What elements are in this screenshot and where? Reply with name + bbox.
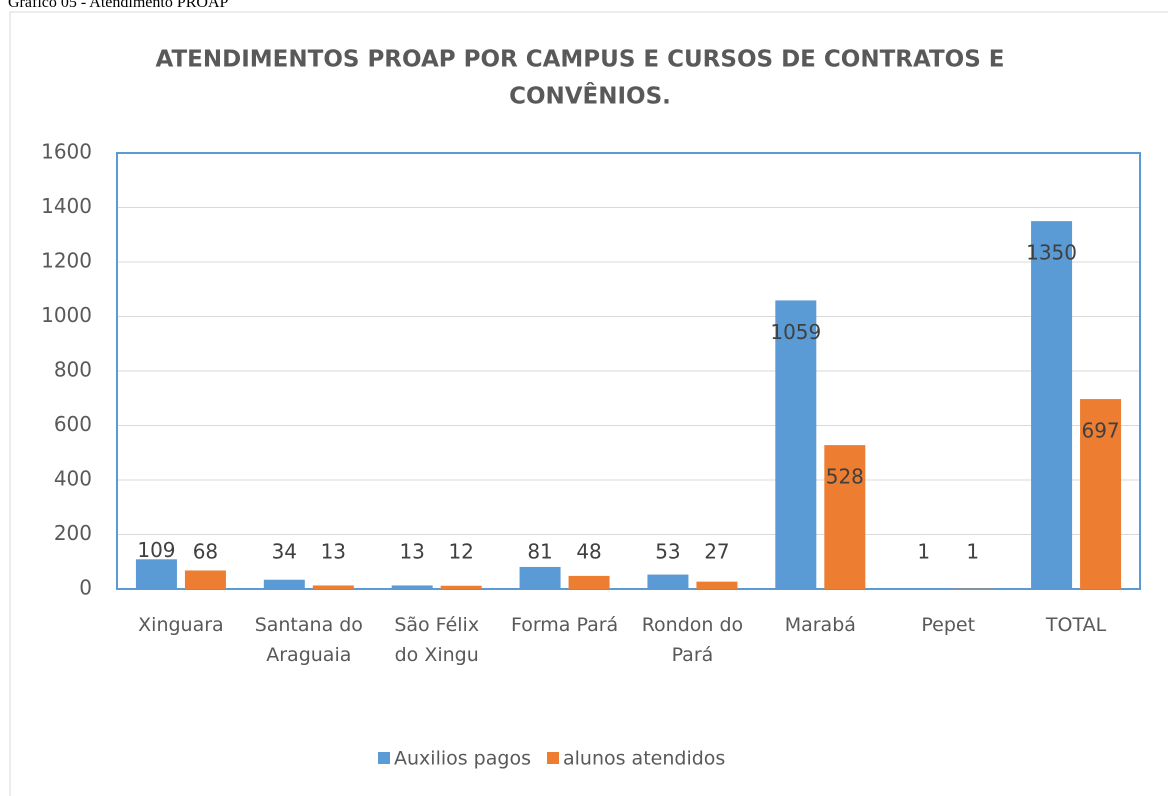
legend-label: Auxilios pagos: [394, 748, 531, 770]
data-label: 697: [1081, 419, 1119, 443]
y-tick-label: 400: [54, 467, 92, 491]
legend-swatch: [378, 752, 390, 764]
y-tick-label: 0: [79, 576, 92, 600]
x-tick-label: Santana do Araguaia: [254, 614, 363, 666]
y-tick-label: 1400: [41, 194, 92, 218]
data-label: 13: [399, 540, 424, 564]
x-tick-label: Forma Pará: [510, 614, 619, 636]
data-label: 53: [655, 540, 680, 564]
chart-frame: [9, 11, 1168, 796]
plot-frame: [116, 152, 1141, 590]
bar: [440, 585, 482, 589]
y-tick-label: 200: [54, 521, 92, 545]
data-label: 1350: [1026, 241, 1077, 265]
bar: [312, 585, 354, 589]
data-label: 13: [321, 540, 346, 564]
data-label: 1059: [770, 320, 821, 344]
legend-swatch: [546, 752, 559, 764]
bar: [1031, 221, 1073, 589]
x-tick-label: Marabá: [784, 614, 856, 636]
bar: [391, 585, 433, 589]
bar: [135, 559, 177, 589]
data-label: 12: [448, 540, 473, 564]
chart-title: ATENDIMENTOS PROAP POR CAMPUS E CURSOS D…: [155, 47, 1004, 73]
bar: [775, 300, 817, 589]
data-label: 81: [527, 540, 552, 564]
y-tick-label: 600: [54, 412, 92, 436]
x-tick-label: Xinguara: [138, 614, 224, 636]
bar: [184, 570, 226, 589]
data-label: 528: [826, 465, 864, 489]
data-label: 48: [576, 540, 601, 564]
chart-title: CONVÊNIOS.: [509, 82, 671, 110]
y-tick-label: 800: [54, 358, 92, 382]
y-tick-label: 1000: [41, 303, 92, 327]
bar: [824, 445, 866, 589]
legend-label: alunos atendidos: [563, 748, 725, 770]
data-label: 1: [917, 540, 930, 564]
bar: [568, 575, 610, 589]
data-label: 109: [137, 538, 175, 562]
bar: [263, 579, 305, 589]
data-label: 68: [193, 540, 218, 564]
data-label: 34: [272, 540, 297, 564]
bar: [696, 581, 738, 589]
bar: [647, 574, 689, 589]
caption: Gráfico 05 - Atendimento PROAP: [8, 0, 229, 11]
data-label: 1: [966, 540, 979, 564]
bar: [1080, 399, 1122, 589]
bar: [519, 566, 561, 589]
data-label: 27: [704, 540, 729, 564]
x-tick-label: São Félix do Xingu: [394, 614, 480, 666]
x-tick-label: TOTAL: [1045, 614, 1107, 636]
y-tick-label: 1600: [41, 140, 92, 164]
x-tick-label: Rondon do Pará: [641, 614, 744, 666]
x-tick-label: Pepet: [921, 614, 976, 636]
y-tick-label: 1200: [41, 249, 92, 273]
